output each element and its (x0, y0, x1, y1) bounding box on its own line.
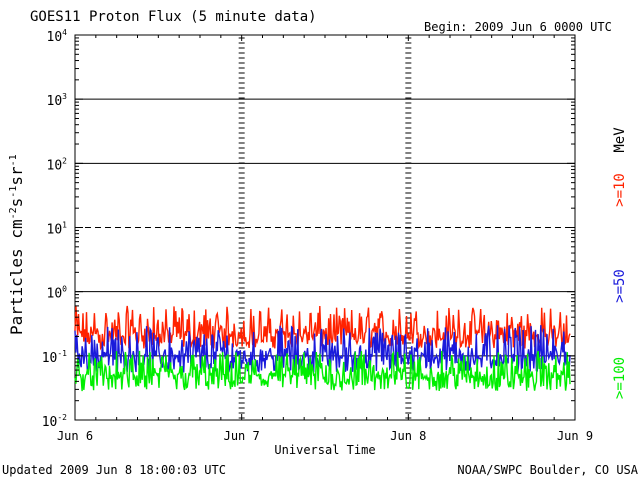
series-line-ge50 (74, 325, 571, 374)
y-axis-label: Particles cm-2s-1sr-1 (7, 154, 26, 335)
y-tick-label: 100 (47, 285, 68, 302)
y-axis-label-exp1: -2 (8, 207, 19, 219)
x-axis-label: Universal Time (274, 443, 375, 457)
y-axis-label-main: Particles cm (7, 219, 26, 335)
y-axis-label-mid1: s (7, 198, 26, 208)
legend-series-50: >=50 (612, 269, 628, 303)
y-tick-label: 104 (47, 28, 68, 45)
legend-series-100: >=100 (612, 357, 628, 399)
y-axis-label-exp3: -1 (8, 154, 19, 166)
y-axis-label-exp2: -1 (8, 186, 19, 198)
y-axis-label-mid2: sr (7, 166, 26, 186)
y-tick-label: 10-1 (42, 349, 67, 366)
legend-label-50: >=50 (612, 269, 628, 303)
legend-label-100: >=100 (612, 357, 628, 399)
x-axis-ticks: Jun 6 Jun 7 Jun 8 Jun 9 (57, 35, 593, 443)
source-label: NOAA/SWPC Boulder, CO USA (457, 463, 638, 477)
series-line-ge100 (74, 350, 571, 392)
y-tick-label: 101 (47, 221, 68, 238)
y-tick-label: 103 (47, 92, 68, 109)
x-tick-label: Jun 9 (557, 429, 593, 443)
begin-label: Begin: 2009 Jun 6 0000 UTC (424, 20, 612, 34)
updated-label: Updated 2009 Jun 8 18:00:03 UTC (2, 463, 226, 477)
legend-unit: MeV (612, 127, 628, 153)
chart-title: GOES11 Proton Flux (5 minute data) (30, 9, 317, 25)
threshold-lines (75, 98, 575, 357)
x-tick-label: Jun 8 (390, 429, 426, 443)
x-tick-label: Jun 6 (57, 429, 93, 443)
series-group (74, 305, 571, 392)
legend-series-10: >=10 (612, 173, 628, 207)
y-tick-label: 10-2 (42, 413, 67, 430)
legend-label-10: >=10 (612, 173, 628, 207)
y-axis-ticks: 104 103 102 101 100 10-1 10-2 (42, 28, 575, 430)
y-tick-label: 102 (47, 156, 68, 173)
x-tick-label: Jun 7 (224, 429, 260, 443)
legend-unit-label: MeV (612, 127, 628, 153)
svg-text:Particles cm-2s-1sr-1: Particles cm-2s-1sr-1 (7, 154, 26, 335)
